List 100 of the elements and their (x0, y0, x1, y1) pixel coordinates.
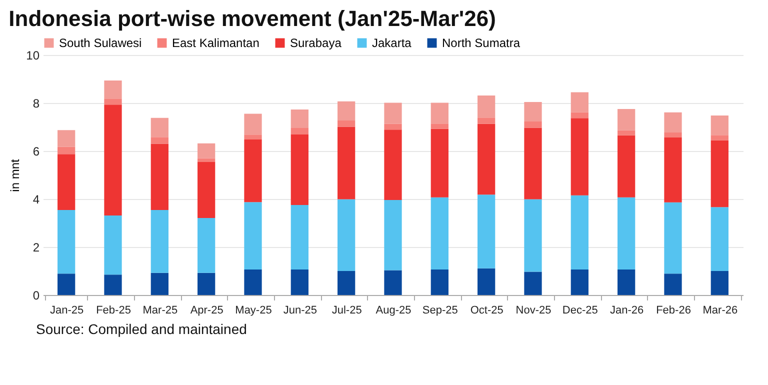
bar (570, 118, 588, 196)
bar (244, 270, 262, 295)
bar (570, 112, 588, 118)
bar (710, 135, 728, 140)
bar (58, 130, 76, 147)
x-tick-label: Jan-26 (610, 304, 644, 316)
bar (570, 270, 588, 295)
y-tick-label: 10 (26, 48, 40, 62)
legend-label: North Sumatra (442, 36, 520, 50)
x-tick-label: Oct-25 (470, 304, 504, 316)
bar (618, 270, 636, 295)
x-tick-label: Feb-26 (656, 304, 691, 316)
bar (618, 135, 636, 198)
x-tick-label: Aug-25 (376, 304, 412, 316)
legend-label: Jakarta (372, 36, 412, 50)
bar (618, 109, 636, 130)
x-tick-label: Apr-25 (190, 304, 224, 316)
y-tick-label: 8 (32, 96, 40, 110)
bar (58, 274, 76, 295)
bar (478, 124, 496, 195)
bar (198, 162, 216, 218)
bar (618, 197, 636, 270)
bar (524, 128, 542, 200)
legend-label: South Sulawesi (59, 36, 142, 50)
bar (664, 202, 682, 274)
bar (710, 140, 728, 208)
bar (478, 268, 496, 295)
bar (664, 132, 682, 138)
bar (664, 274, 682, 295)
x-tick-label: Jul-25 (332, 304, 362, 316)
bar (338, 120, 356, 127)
bar (150, 118, 168, 138)
bar (150, 210, 168, 273)
bar (198, 143, 216, 158)
x-tick-label: Jun-25 (283, 304, 317, 316)
bar (384, 124, 402, 130)
bar (104, 274, 122, 295)
y-tick-label: 4 (32, 192, 40, 206)
legend-label: East Kalimantan (172, 36, 260, 50)
bar (58, 154, 76, 210)
legend-label: Surabaya (290, 36, 342, 50)
x-tick-label: Nov-25 (516, 304, 552, 316)
bar (338, 199, 356, 271)
bar (290, 205, 308, 270)
bar (338, 126, 356, 200)
bar (664, 138, 682, 202)
bar (524, 272, 542, 295)
bar (104, 80, 122, 99)
bar (570, 92, 588, 112)
bar (524, 102, 542, 122)
bar (338, 271, 356, 295)
x-tick-label: Sep-25 (422, 304, 458, 316)
bar (430, 197, 448, 270)
x-tick-label: Jan-25 (50, 304, 84, 316)
bar (710, 115, 728, 136)
bar (244, 139, 262, 202)
bar (384, 102, 402, 124)
bar (150, 137, 168, 144)
bar (338, 101, 356, 121)
bar (430, 270, 448, 295)
bar (244, 202, 262, 270)
bar (244, 134, 262, 140)
bar (104, 98, 122, 105)
bar (618, 130, 636, 136)
x-tick-label: Dec-25 (562, 304, 598, 316)
bar (244, 114, 262, 135)
bar (384, 130, 402, 200)
bar (384, 200, 402, 270)
y-tick-label: 2 (32, 240, 40, 254)
chart-title: Indonesia port-wise movement (Jan'25-Mar'26) (8, 6, 496, 31)
bar (430, 128, 448, 198)
bar (524, 199, 542, 272)
bar (478, 118, 496, 124)
y-axis-title: in mnt (8, 158, 22, 192)
bar (524, 121, 542, 128)
bar (150, 272, 168, 295)
bar (570, 195, 588, 270)
bar (198, 272, 216, 295)
bar (150, 144, 168, 210)
x-tick-label: Mar-26 (702, 304, 738, 316)
bar (58, 210, 76, 274)
y-tick-label: 0 (32, 288, 40, 302)
source-note: Source: Compiled and maintained (36, 321, 248, 337)
bar (710, 207, 728, 271)
bar (478, 194, 496, 268)
bar (290, 134, 308, 205)
bar (198, 158, 216, 162)
bar (478, 96, 496, 118)
bar (430, 102, 448, 124)
bar (290, 270, 308, 295)
bar (430, 124, 448, 129)
bar (384, 270, 402, 295)
bar (290, 109, 308, 128)
x-tick-label: May-25 (235, 304, 272, 316)
bar (664, 112, 682, 133)
x-tick-label: Feb-25 (96, 304, 131, 316)
bar (290, 128, 308, 134)
bar (58, 146, 76, 154)
x-tick-label: Mar-25 (142, 304, 178, 316)
bar (104, 216, 122, 275)
